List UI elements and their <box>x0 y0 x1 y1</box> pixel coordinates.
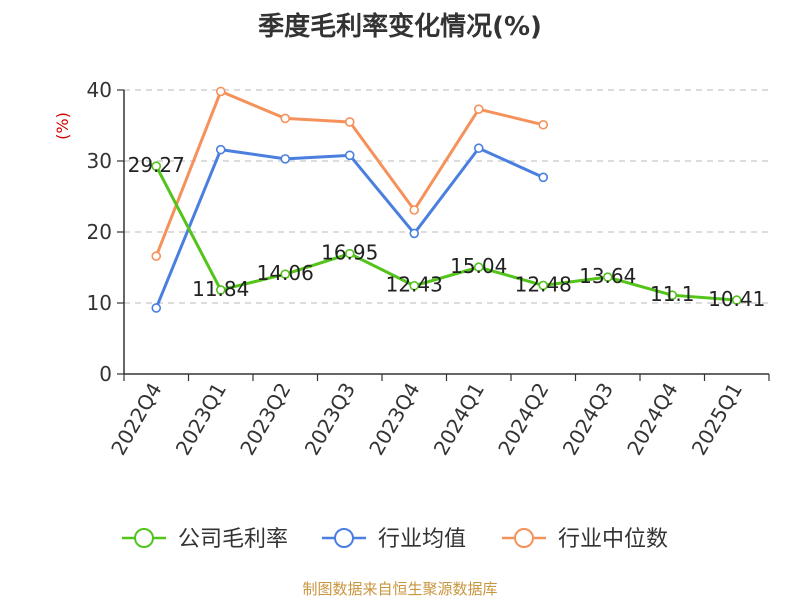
data-point[interactable] <box>344 248 355 259</box>
series-lines <box>151 86 742 313</box>
data-point[interactable] <box>473 143 484 154</box>
data-point[interactable] <box>667 290 678 300</box>
legend-label[interactable]: 行业均值 <box>378 527 466 552</box>
x-tick-label: 2024Q4 <box>622 379 682 460</box>
legend-label[interactable]: 行业中位数 <box>558 527 668 552</box>
x-tick-label: 2023Q3 <box>300 379 360 460</box>
y-tick-label: 10 <box>87 291 112 315</box>
data-point[interactable] <box>473 262 484 273</box>
x-tick-label: 2025Q1 <box>687 379 747 460</box>
data-label: 11.1 <box>650 282 695 306</box>
y-axis-label: (%) <box>53 112 72 140</box>
data-point[interactable] <box>151 251 162 261</box>
data-point[interactable] <box>280 113 291 124</box>
x-tick-label: 2023Q4 <box>364 379 424 460</box>
data-point[interactable] <box>731 295 742 305</box>
x-tick-label: 2023Q1 <box>171 379 231 460</box>
data-label: 12.43 <box>386 273 443 297</box>
legend-marker[interactable] <box>134 528 154 548</box>
source-note: 制图数据来自恒生聚源数据库 <box>302 580 498 598</box>
x-tick-label: 2024Q2 <box>493 379 553 460</box>
data-point[interactable] <box>344 117 355 127</box>
chart-title: 季度毛利率变化情况(%) <box>258 12 542 42</box>
x-tick-label: 2023Q2 <box>235 379 295 460</box>
x-tick-label: 2022Q4 <box>106 379 166 460</box>
data-point[interactable] <box>409 228 420 239</box>
data-point[interactable] <box>280 269 291 279</box>
y-tick-label: 40 <box>87 78 112 102</box>
y-tick-label: 20 <box>87 220 112 244</box>
data-point[interactable] <box>409 205 420 215</box>
data-point[interactable] <box>215 144 226 155</box>
data-label: 10.41 <box>708 287 765 311</box>
data-point[interactable] <box>538 280 549 291</box>
legend-label[interactable]: 公司毛利率 <box>178 527 288 552</box>
data-point[interactable] <box>215 86 226 97</box>
data-point[interactable] <box>473 104 484 114</box>
data-labels: 29.27 11.84 14.06 16.95 12.43 15.04 12.48 13.64… <box>128 153 766 311</box>
data-point[interactable] <box>280 154 291 164</box>
y-tick-label: 0 <box>99 362 112 386</box>
x-tick-label: 2024Q3 <box>558 379 618 460</box>
data-point[interactable] <box>538 172 549 183</box>
data-label: 14.06 <box>257 261 314 285</box>
data-point[interactable] <box>602 272 613 282</box>
data-point[interactable] <box>215 285 226 295</box>
data-label: 29.27 <box>128 153 185 177</box>
data-point[interactable] <box>151 161 162 171</box>
legend-marker[interactable] <box>514 528 534 548</box>
series-line <box>154 165 737 302</box>
legend: 公司毛利率 行业均值 行业中位数 <box>122 527 668 552</box>
data-label: 15.04 <box>450 254 507 278</box>
legend-marker[interactable] <box>334 528 354 548</box>
x-tick-label: 2024Q1 <box>429 379 489 460</box>
data-point[interactable] <box>344 150 355 161</box>
data-label: 12.48 <box>515 272 572 296</box>
grid-lines <box>124 89 769 304</box>
y-tick-label: 30 <box>87 149 112 173</box>
data-label: 13.64 <box>579 264 636 288</box>
data-label: 11.84 <box>192 277 249 301</box>
data-point[interactable] <box>409 280 420 291</box>
data-label: 16.95 <box>321 241 378 265</box>
data-point[interactable] <box>151 303 162 313</box>
data-point[interactable] <box>538 119 549 130</box>
